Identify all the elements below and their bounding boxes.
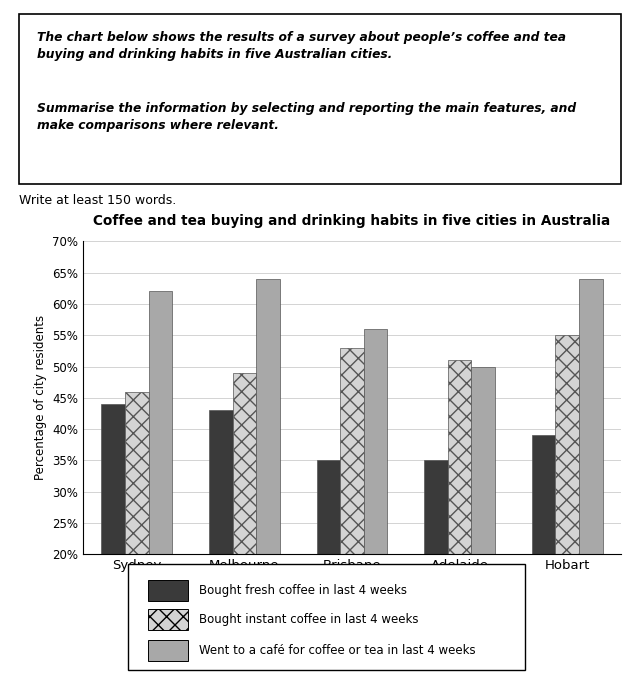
Bar	[424, 460, 448, 679]
Text: The chart below shows the results of a survey about people’s coffee and tea
buyi: The chart below shows the results of a s…	[37, 31, 566, 61]
Text: Bought instant coffee in last 4 weeks: Bought instant coffee in last 4 weeks	[200, 613, 419, 626]
Text: Summarise the information by selecting and reporting the main features, and
make: Summarise the information by selecting a…	[37, 102, 577, 133]
Bar	[471, 367, 495, 679]
FancyBboxPatch shape	[19, 14, 621, 184]
FancyBboxPatch shape	[148, 580, 188, 601]
Bar	[579, 279, 602, 679]
Bar	[233, 373, 256, 679]
Bar	[317, 460, 340, 679]
Y-axis label: Percentage of city residents: Percentage of city residents	[34, 316, 47, 480]
Bar	[556, 335, 579, 679]
FancyBboxPatch shape	[128, 564, 525, 670]
Text: Write at least 150 words.: Write at least 150 words.	[19, 194, 177, 207]
FancyBboxPatch shape	[148, 609, 188, 630]
Text: Coffee and tea buying and drinking habits in five cities in Australia: Coffee and tea buying and drinking habit…	[93, 214, 611, 228]
Bar	[102, 404, 125, 679]
FancyBboxPatch shape	[148, 641, 188, 662]
Text: Bought fresh coffee in last 4 weeks: Bought fresh coffee in last 4 weeks	[200, 584, 408, 597]
Bar	[209, 410, 233, 679]
Bar	[256, 279, 280, 679]
Bar	[340, 347, 364, 679]
Bar	[532, 435, 556, 679]
Bar	[364, 329, 387, 679]
Bar	[125, 392, 148, 679]
Bar	[148, 292, 172, 679]
Text: Went to a café for coffee or tea in last 4 weeks: Went to a café for coffee or tea in last…	[200, 645, 476, 658]
Bar	[448, 360, 471, 679]
